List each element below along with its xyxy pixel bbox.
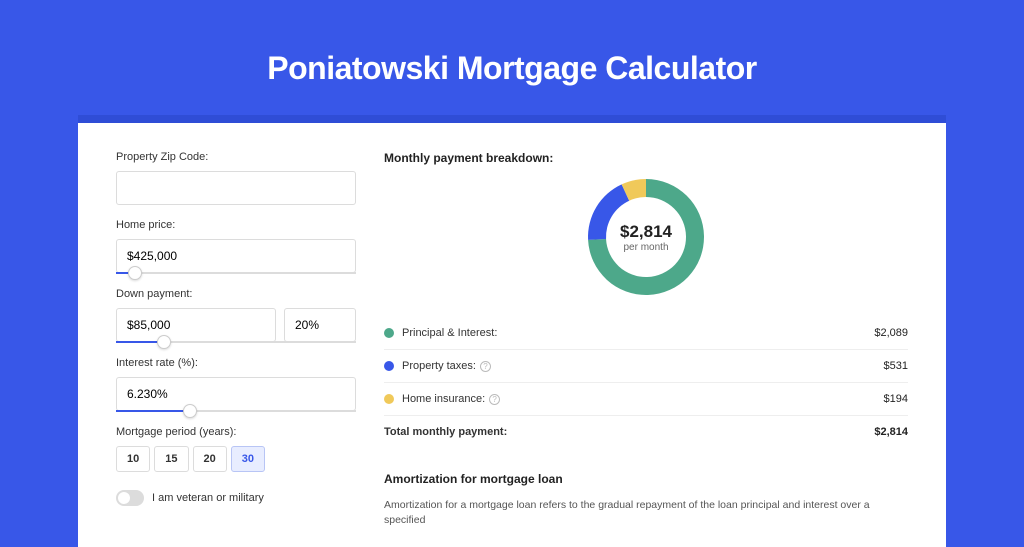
period-field-group: Mortgage period (years): 10152030 [116, 426, 356, 472]
zip-label: Property Zip Code: [116, 151, 356, 163]
form-column: Property Zip Code: Home price: Down paym… [116, 151, 356, 527]
legend-value: $2,089 [874, 327, 908, 339]
info-icon[interactable]: ? [480, 361, 491, 372]
interest-input[interactable] [116, 377, 356, 411]
card-shadow: Property Zip Code: Home price: Down paym… [78, 115, 946, 547]
donut-sub: per month [623, 242, 668, 253]
period-btn-15[interactable]: 15 [154, 446, 188, 472]
legend-row: Principal & Interest: $2,089 [384, 317, 908, 350]
down-payment-slider[interactable] [116, 341, 356, 343]
legend-row: Home insurance:? $194 [384, 383, 908, 416]
down-payment-amount-input[interactable] [116, 308, 276, 342]
donut-chart: $2,814 per month [586, 177, 706, 297]
legend-dot [384, 328, 394, 338]
legend-row: Property taxes:? $531 [384, 350, 908, 383]
legend: Principal & Interest: $2,089 Property taxe… [384, 317, 908, 448]
veteran-toggle[interactable] [116, 490, 144, 506]
donut-amount: $2,814 [620, 222, 672, 242]
info-icon[interactable]: ? [489, 394, 500, 405]
legend-label: Principal & Interest: [402, 327, 497, 339]
veteran-row: I am veteran or military [116, 490, 356, 506]
veteran-label: I am veteran or military [152, 492, 264, 504]
down-payment-field-group: Down payment: [116, 288, 356, 343]
amortization-text: Amortization for a mortgage loan refers … [384, 498, 908, 527]
interest-slider[interactable] [116, 410, 356, 412]
legend-label: Home insurance: [402, 393, 485, 405]
breakdown-column: Monthly payment breakdown: $2,814 per mo… [384, 151, 908, 527]
toggle-knob [118, 492, 130, 504]
legend-total-row: Total monthly payment: $2,814 [384, 416, 908, 448]
down-payment-pct-input[interactable] [284, 308, 356, 342]
home-price-input[interactable] [116, 239, 356, 273]
legend-value: $194 [884, 393, 908, 405]
donut-wrap: $2,814 per month [384, 177, 908, 297]
total-value: $2,814 [874, 426, 908, 438]
interest-field-group: Interest rate (%): [116, 357, 356, 412]
period-btn-30[interactable]: 30 [231, 446, 265, 472]
home-price-slider[interactable] [116, 272, 356, 274]
legend-dot [384, 361, 394, 371]
period-btn-20[interactable]: 20 [193, 446, 227, 472]
interest-label: Interest rate (%): [116, 357, 356, 369]
period-label: Mortgage period (years): [116, 426, 356, 438]
period-options: 10152030 [116, 446, 356, 472]
breakdown-heading: Monthly payment breakdown: [384, 151, 908, 165]
page-title: Poniatowski Mortgage Calculator [60, 50, 964, 87]
home-price-field-group: Home price: [116, 219, 356, 274]
home-price-label: Home price: [116, 219, 356, 231]
zip-field-group: Property Zip Code: [116, 151, 356, 205]
period-btn-10[interactable]: 10 [116, 446, 150, 472]
down-payment-label: Down payment: [116, 288, 356, 300]
amortization-heading: Amortization for mortgage loan [384, 472, 908, 486]
legend-dot [384, 394, 394, 404]
zip-input[interactable] [116, 171, 356, 205]
legend-label: Property taxes: [402, 360, 476, 372]
legend-value: $531 [884, 360, 908, 372]
calculator-card: Property Zip Code: Home price: Down paym… [78, 123, 946, 547]
total-label: Total monthly payment: [384, 426, 507, 438]
